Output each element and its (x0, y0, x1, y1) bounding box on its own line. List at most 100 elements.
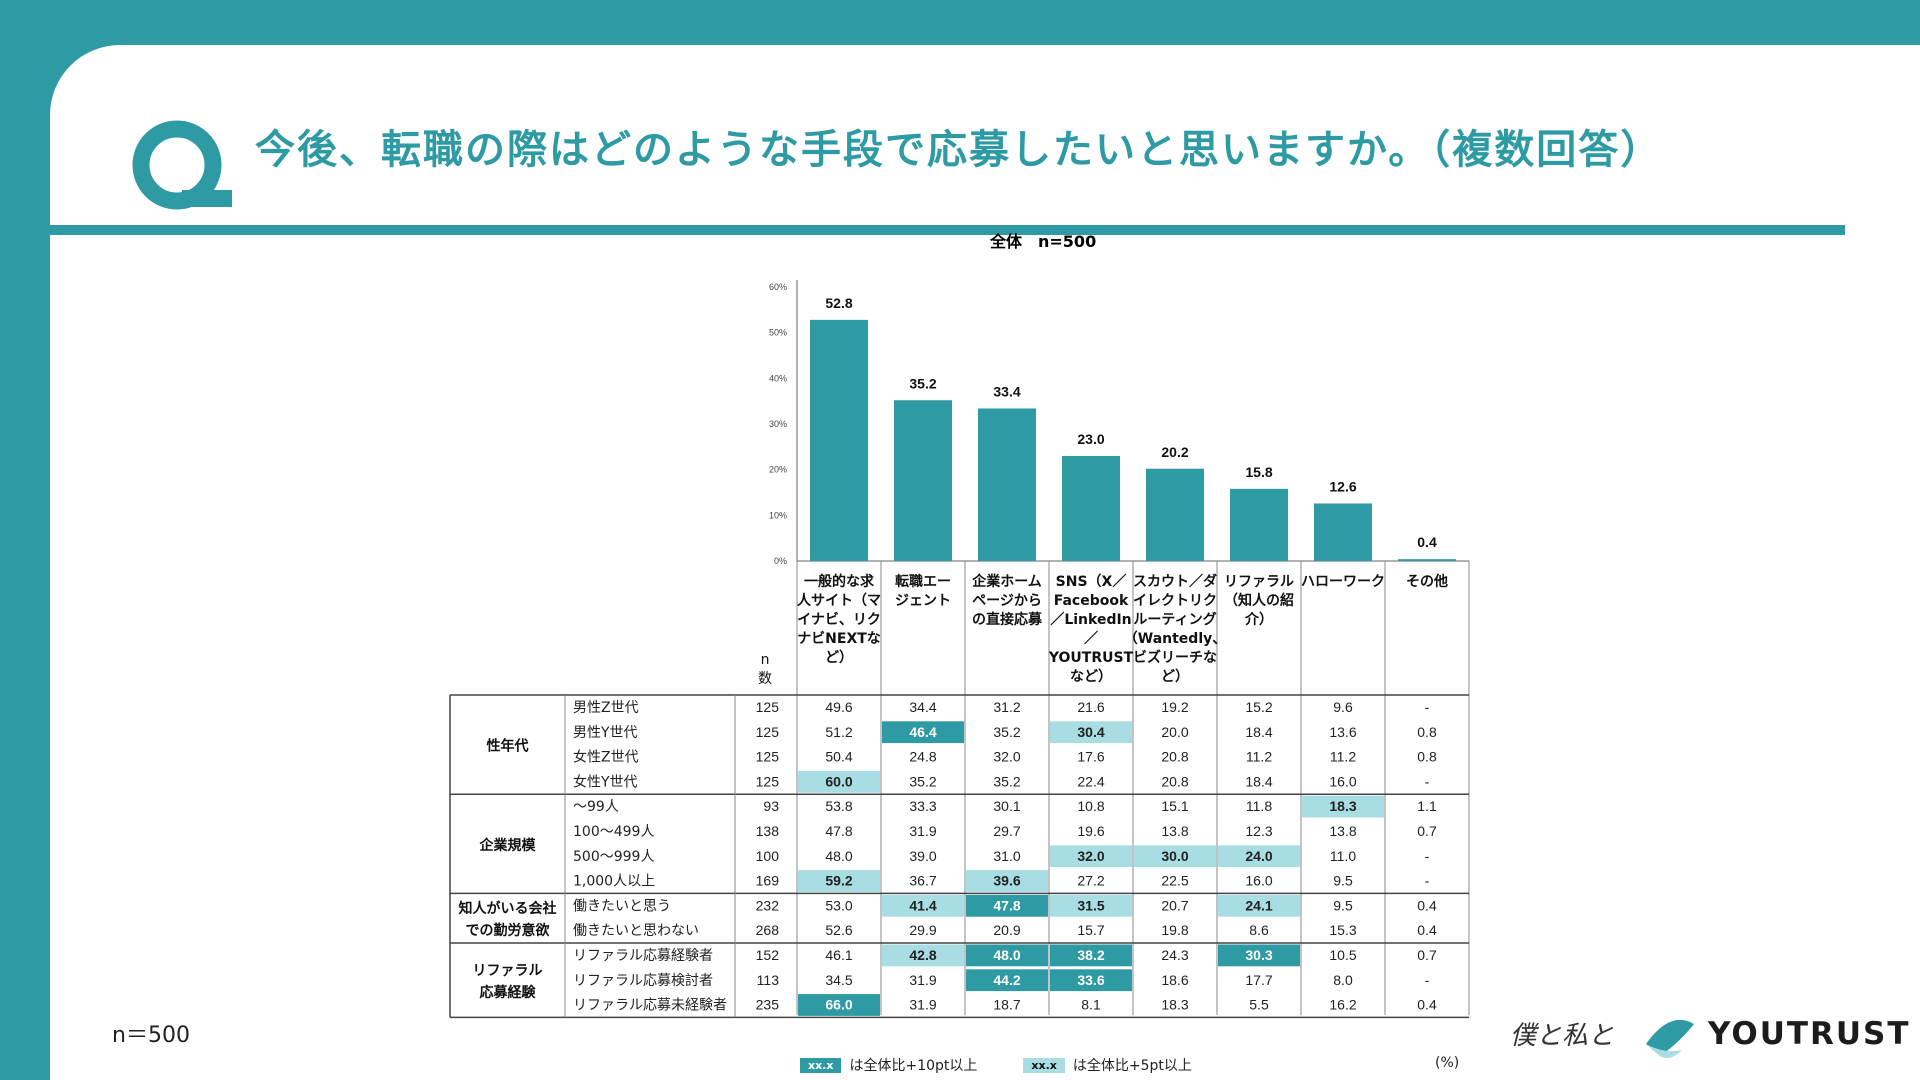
row-label: リファラル応募経験者 (573, 948, 713, 964)
table-cell-value: 19.8 (1161, 922, 1188, 938)
q-logo-icon (132, 120, 232, 210)
table-cell-value: 50.4 (825, 749, 852, 765)
legend-label-strong: は全体比+10pt以上 (849, 1058, 978, 1074)
bar-value-label: 20.2 (1161, 444, 1188, 460)
table-cell-value: 47.8 (825, 823, 852, 839)
category-label: ／LinkedIn (1050, 612, 1131, 628)
table-cell-value: 15.3 (1329, 922, 1356, 938)
table-cell-value: 31.9 (909, 823, 936, 839)
category-label: イナビ、リク (797, 612, 881, 628)
table-cell-value: 24.1 (1245, 897, 1272, 913)
table-cell-value: 33.6 (1077, 972, 1104, 988)
row-n-value: 125 (756, 724, 780, 740)
highlight-cell (882, 721, 964, 744)
legend-swatch-strong: xx.x (800, 1057, 842, 1073)
bar-value-label: 52.8 (825, 295, 852, 311)
group-label: での勤労意欲 (466, 922, 550, 939)
table-cell-value: 59.2 (825, 873, 852, 889)
bar (978, 408, 1036, 561)
bar-value-label: 35.2 (909, 375, 936, 391)
table-cell-value: 20.0 (1161, 724, 1188, 740)
row-label: 働きたいと思う (573, 898, 671, 914)
table-cell-value: 0.4 (1417, 897, 1437, 913)
row-label: 女性Z世代 (573, 749, 639, 766)
legend-label-light: は全体比+5pt以上 (1072, 1058, 1192, 1074)
table-cell-value: 24.8 (909, 749, 936, 765)
row-n-value: 125 (756, 749, 780, 765)
table-cell-value: 18.4 (1245, 773, 1272, 789)
row-n-value: 93 (763, 798, 779, 814)
row-n-value: 235 (756, 997, 780, 1013)
table-cell-value: 41.4 (909, 897, 936, 913)
table-cell-value: 49.6 (825, 699, 852, 715)
table-cell-value: 27.2 (1077, 873, 1104, 889)
n-header-label: n (761, 652, 770, 668)
row-label: 男性Y世代 (573, 725, 638, 741)
table-cell-value: 29.9 (909, 922, 936, 938)
table-cell-value: 16.2 (1329, 997, 1356, 1013)
table-cell-value: 29.7 (993, 823, 1020, 839)
row-label: リファラル応募検討者 (573, 973, 713, 989)
table-cell-value: 34.5 (825, 972, 852, 988)
sample-size-note: n＝500 (112, 1023, 190, 1048)
row-n-value: 125 (756, 699, 780, 715)
y-tick-label: 10% (769, 510, 787, 520)
unit-label: (%) (1435, 1055, 1460, 1071)
table-cell-value: 30.0 (1161, 848, 1188, 864)
table-cell-value: - (1425, 873, 1430, 889)
table-cell-value: 24.0 (1245, 848, 1272, 864)
bar-value-label: 0.4 (1417, 534, 1437, 550)
row-label: 500～999人 (573, 849, 654, 865)
category-label: リファラル (1224, 574, 1294, 590)
bar (1146, 468, 1204, 561)
table-cell-value: 15.7 (1077, 922, 1104, 938)
table-cell-value: 0.7 (1417, 947, 1437, 963)
category-label: など） (1070, 669, 1112, 685)
table-cell-value: 12.3 (1245, 823, 1272, 839)
page-title: 今後、転職の際はどのような手段で応募したいと思いますか。（複数回答） (255, 127, 1663, 173)
table-cell-value: 44.2 (993, 972, 1020, 988)
table-cell-value: 16.0 (1245, 873, 1272, 889)
y-tick-label: 40% (769, 373, 787, 383)
bar-value-label: 23.0 (1077, 431, 1104, 447)
table-cell-value: 46.4 (909, 724, 936, 740)
table-cell-value: 30.4 (1077, 724, 1104, 740)
table-cell-value: 66.0 (825, 997, 852, 1013)
table-cell-value: 32.0 (993, 749, 1020, 765)
table-cell-value: 20.7 (1161, 897, 1188, 913)
table-cell-value: 8.6 (1249, 922, 1269, 938)
row-n-value: 113 (757, 972, 780, 988)
category-label: 企業ホーム (971, 573, 1042, 590)
group-label: 性年代 (487, 738, 529, 755)
table-cell-value: 48.0 (825, 848, 852, 864)
row-label: 女性Y世代 (573, 773, 638, 790)
row-label: 働きたいと思わない (573, 923, 699, 939)
table-cell-value: 11.2 (1246, 749, 1272, 765)
table-cell-value: 39.0 (909, 848, 936, 864)
y-tick-label: 50% (769, 328, 787, 338)
table-cell-value: 52.6 (825, 922, 852, 938)
highlight-cell (1050, 944, 1132, 967)
table-cell-value: 1.1 (1417, 798, 1437, 814)
youtrust-logo-icon (1646, 1019, 1694, 1058)
row-n-value: 125 (756, 773, 780, 789)
title-divider (50, 225, 1845, 235)
category-label: ど） (1161, 669, 1189, 685)
table-cell-value: 9.6 (1333, 699, 1353, 715)
table-cell-value: 15.2 (1245, 699, 1272, 715)
highlight-cell (966, 894, 1048, 917)
table-cell-value: 5.5 (1249, 997, 1269, 1013)
table-cell-value: 0.4 (1417, 922, 1437, 938)
table-cell-value: 18.3 (1329, 798, 1356, 814)
bar (1230, 488, 1288, 561)
category-label: その他 (1406, 573, 1448, 590)
table-cell-value: 48.0 (993, 947, 1020, 963)
highlight-cell (1218, 894, 1300, 917)
table-cell-value: 11.0 (1330, 848, 1356, 864)
table-cell-value: 38.2 (1077, 947, 1104, 963)
table-cell-value: 51.2 (825, 724, 852, 740)
category-label: （知人の紹 (1224, 592, 1294, 609)
table-cell-value: 30.1 (993, 798, 1020, 814)
table-cell-value: 53.8 (825, 798, 852, 814)
row-label: ～99人 (573, 799, 619, 815)
